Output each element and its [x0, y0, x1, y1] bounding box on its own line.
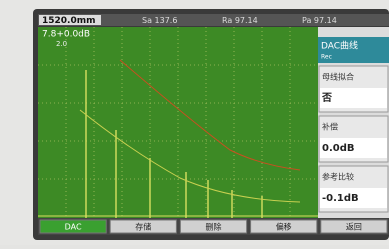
sub-readout: 2.0 [56, 40, 67, 48]
soft-button-label: 删除 [206, 222, 222, 232]
menu-title: DAC曲线 [321, 40, 358, 52]
menu-item-label: 补偿 [322, 122, 338, 132]
menu-item-value: 否 [321, 92, 332, 104]
soft-button-label: DAC [65, 223, 82, 232]
menu-item-label: 参考比较 [322, 172, 354, 182]
soft-button-label: 偏移 [276, 222, 292, 232]
range: 1520.0mm [42, 16, 96, 26]
ra: Ra 97.14 [222, 16, 258, 25]
pa: Pa 97.14 [302, 16, 337, 25]
menu-item-label: 母线拟合 [322, 72, 354, 82]
device-screen: 1520.0mm Sa 137.6 Ra 97.14 Pa 97.14 7.8+… [0, 0, 389, 245]
gain-readout: 7.8+0.0dB [42, 30, 90, 40]
soft-button-label: 存储 [135, 222, 151, 232]
menu-item-value: -0.1dB [322, 193, 359, 204]
sa: Sa 137.6 [142, 16, 177, 25]
menu-subtitle: Rec [321, 54, 332, 61]
soft-button-label: 返回 [346, 223, 362, 232]
menu-item-value: 0.0dB [322, 143, 355, 154]
